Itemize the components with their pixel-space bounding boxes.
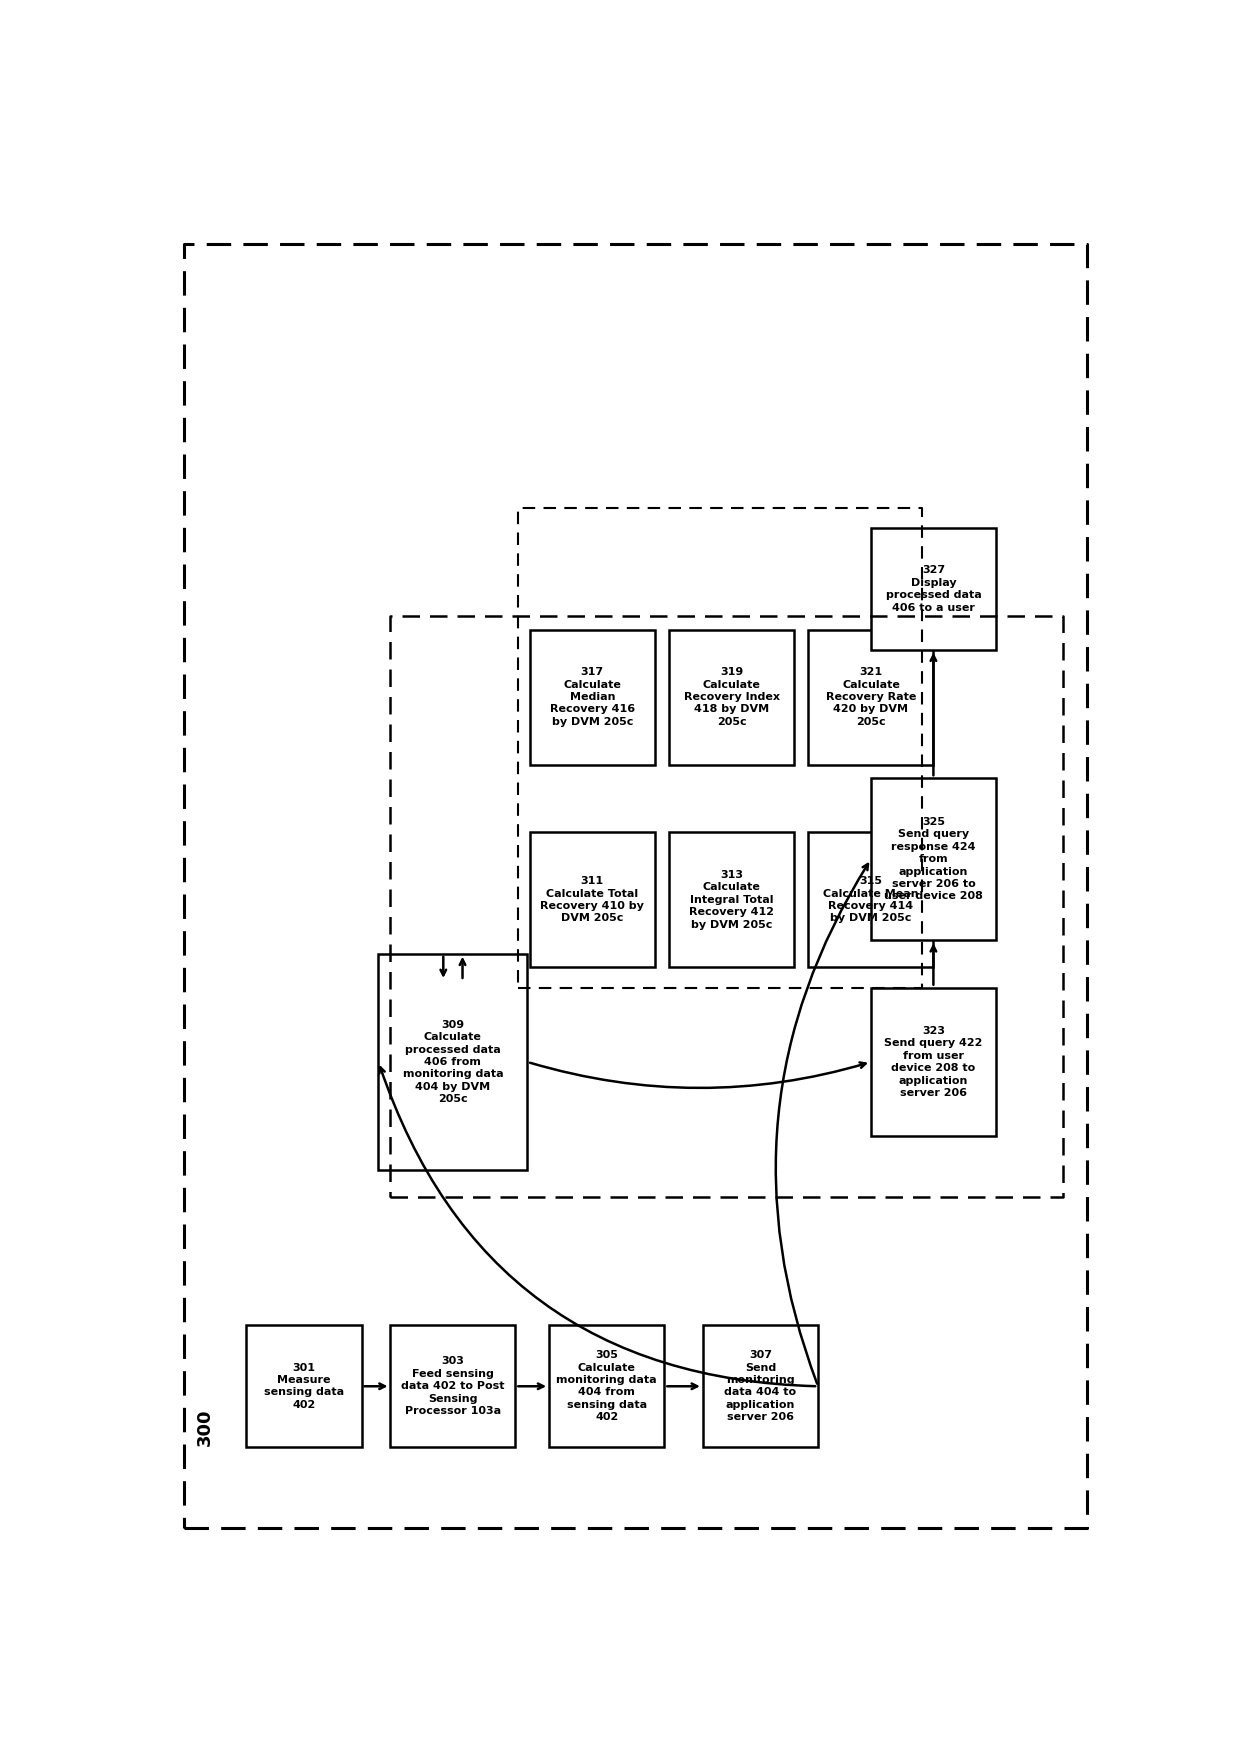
Bar — [670, 630, 794, 765]
Bar — [670, 832, 794, 967]
Bar — [549, 1325, 665, 1448]
Bar — [870, 528, 996, 649]
Text: 307
Send
monitoring
data 404 to
application
server 206: 307 Send monitoring data 404 to applicat… — [724, 1350, 796, 1422]
Bar — [391, 1325, 516, 1448]
Text: 315
Calculate Mean
Recovery 414
by DVM 205c: 315 Calculate Mean Recovery 414 by DVM 2… — [823, 876, 919, 923]
Bar — [703, 1325, 818, 1448]
Bar — [808, 832, 934, 967]
Text: 313
Calculate
Integral Total
Recovery 412
by DVM 205c: 313 Calculate Integral Total Recovery 41… — [689, 870, 774, 930]
Bar — [870, 777, 996, 941]
Text: 305
Calculate
monitoring data
404 from
sensing data
402: 305 Calculate monitoring data 404 from s… — [557, 1350, 657, 1422]
Text: 319
Calculate
Recovery Index
418 by DVM
205c: 319 Calculate Recovery Index 418 by DVM … — [683, 667, 780, 727]
Text: 309
Calculate
processed data
406 from
monitoring data
404 by DVM
205c: 309 Calculate processed data 406 from mo… — [403, 1020, 503, 1104]
Text: 317
Calculate
Median
Recovery 416
by DVM 205c: 317 Calculate Median Recovery 416 by DVM… — [549, 667, 635, 727]
Bar — [247, 1325, 362, 1448]
Text: 323
Send query 422
from user
device 208 to
application
server 206: 323 Send query 422 from user device 208 … — [884, 1027, 982, 1099]
Bar — [808, 630, 934, 765]
Text: 301
Measure
sensing data
402: 301 Measure sensing data 402 — [264, 1362, 343, 1409]
Text: 311
Calculate Total
Recovery 410 by
DVM 205c: 311 Calculate Total Recovery 410 by DVM … — [541, 876, 645, 923]
Bar — [529, 630, 655, 765]
Text: 325
Send query
response 424
from
application
server 206 to
user device 208: 325 Send query response 424 from applica… — [884, 818, 983, 902]
Text: 300: 300 — [196, 1408, 215, 1446]
Text: 327
Display
processed data
406 to a user: 327 Display processed data 406 to a user — [885, 565, 981, 612]
Bar — [870, 988, 996, 1135]
Text: 303
Feed sensing
data 402 to Post
Sensing
Processor 103a: 303 Feed sensing data 402 to Post Sensin… — [402, 1357, 505, 1416]
Bar — [378, 955, 527, 1171]
Text: 321
Calculate
Recovery Rate
420 by DVM
205c: 321 Calculate Recovery Rate 420 by DVM 2… — [826, 667, 916, 727]
Bar — [529, 832, 655, 967]
